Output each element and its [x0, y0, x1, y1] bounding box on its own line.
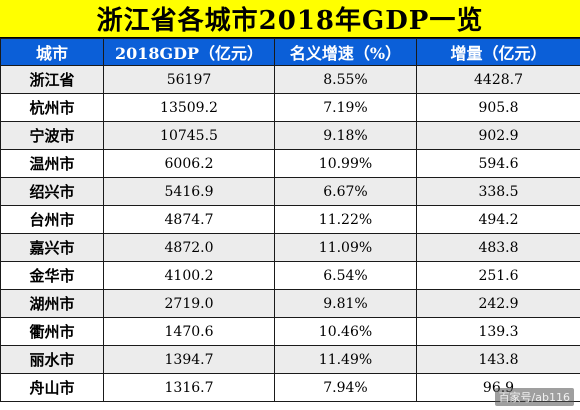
city-cell: 浙江省: [0, 65, 104, 94]
gdp-cell: 5416.9: [103, 177, 275, 206]
table-row: 嘉兴市 4872.0 11.09% 483.8: [0, 233, 580, 262]
city-cell: 温州市: [0, 149, 104, 178]
growth-cell: 11.22%: [274, 205, 417, 234]
table-row: 舟山市 1316.7 7.94% 96.9: [0, 373, 580, 402]
gdp-cell: 4872.0: [103, 233, 275, 262]
city-cell: 宁波市: [0, 121, 104, 150]
table-header-row: 城市 2018GDP（亿元） 名义增速（%） 增量（亿元）: [0, 38, 580, 66]
city-cell: 舟山市: [0, 373, 104, 402]
table-row: 宁波市 10745.5 9.18% 902.9: [0, 121, 580, 150]
city-cell: 台州市: [0, 205, 104, 234]
growth-cell: 8.55%: [274, 65, 417, 94]
column-header-increase: 增量（亿元）: [416, 38, 580, 66]
table-row: 浙江省 56197 8.55% 4428.7: [0, 65, 580, 94]
table-row: 金华市 4100.2 6.54% 251.6: [0, 261, 580, 290]
gdp-cell: 4100.2: [103, 261, 275, 290]
increase-cell: 338.5: [416, 177, 580, 206]
city-cell: 衢州市: [0, 317, 104, 346]
growth-cell: 6.54%: [274, 261, 417, 290]
increase-cell: 905.8: [416, 93, 580, 122]
increase-cell: 483.8: [416, 233, 580, 262]
table-row: 湖州市 2719.0 9.81% 242.9: [0, 289, 580, 318]
gdp-cell: 1316.7: [103, 373, 275, 402]
growth-cell: 11.09%: [274, 233, 417, 262]
table-row: 台州市 4874.7 11.22% 494.2: [0, 205, 580, 234]
table-row: 绍兴市 5416.9 6.67% 338.5: [0, 177, 580, 206]
city-cell: 湖州市: [0, 289, 104, 318]
increase-cell: 4428.7: [416, 65, 580, 94]
growth-cell: 7.94%: [274, 373, 417, 402]
increase-cell: 143.8: [416, 345, 580, 374]
gdp-cell: 2719.0: [103, 289, 275, 318]
table-row: 杭州市 13509.2 7.19% 905.8: [0, 93, 580, 122]
gdp-table: 城市 2018GDP（亿元） 名义增速（%） 增量（亿元） 浙江省 56197 …: [0, 38, 580, 402]
title-bar: 浙江省各城市2018年GDP一览: [0, 0, 580, 38]
growth-cell: 10.46%: [274, 317, 417, 346]
city-cell: 金华市: [0, 261, 104, 290]
growth-cell: 6.67%: [274, 177, 417, 206]
increase-cell: 242.9: [416, 289, 580, 318]
growth-cell: 9.81%: [274, 289, 417, 318]
table-row: 衢州市 1470.6 10.46% 139.3: [0, 317, 580, 346]
page-title: 浙江省各城市2018年GDP一览: [96, 6, 484, 36]
increase-cell: 494.2: [416, 205, 580, 234]
table-row: 温州市 6006.2 10.99% 594.6: [0, 149, 580, 178]
city-cell: 嘉兴市: [0, 233, 104, 262]
gdp-cell: 1470.6: [103, 317, 275, 346]
growth-cell: 11.49%: [274, 345, 417, 374]
city-cell: 杭州市: [0, 93, 104, 122]
growth-cell: 9.18%: [274, 121, 417, 150]
city-cell: 丽水市: [0, 345, 104, 374]
gdp-cell: 10745.5: [103, 121, 275, 150]
increase-cell: 902.9: [416, 121, 580, 150]
gdp-cell: 4874.7: [103, 205, 275, 234]
increase-cell: 251.6: [416, 261, 580, 290]
increase-cell: 594.6: [416, 149, 580, 178]
column-header-city: 城市: [0, 38, 104, 66]
growth-cell: 7.19%: [274, 93, 417, 122]
column-header-growth: 名义增速（%）: [274, 38, 417, 66]
column-header-gdp: 2018GDP（亿元）: [103, 38, 275, 66]
gdp-cell: 13509.2: [103, 93, 275, 122]
table-row: 丽水市 1394.7 11.49% 143.8: [0, 345, 580, 374]
growth-cell: 10.99%: [274, 149, 417, 178]
watermark: 百家号/ab116: [494, 388, 574, 406]
gdp-cell: 1394.7: [103, 345, 275, 374]
city-cell: 绍兴市: [0, 177, 104, 206]
gdp-cell: 6006.2: [103, 149, 275, 178]
increase-cell: 139.3: [416, 317, 580, 346]
gdp-cell: 56197: [103, 65, 275, 94]
